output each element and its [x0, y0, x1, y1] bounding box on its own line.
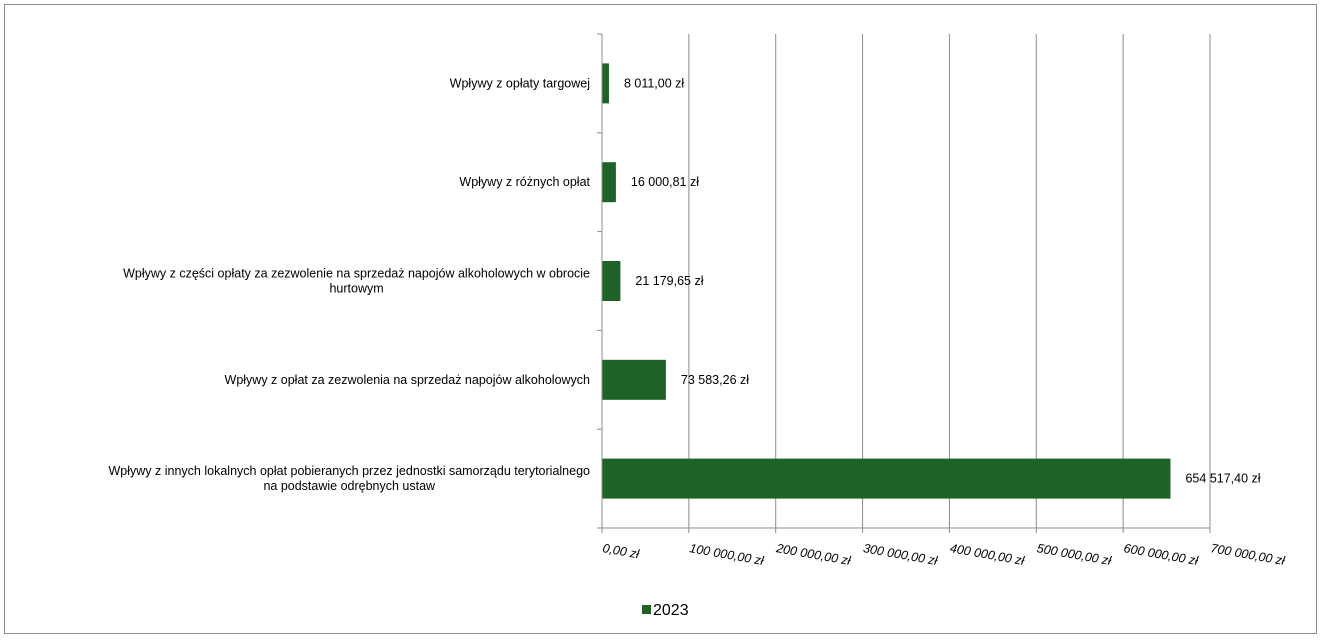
legend-swatch [642, 605, 651, 614]
x-tick-label: 300 000,00 zł [862, 541, 940, 568]
data-label: 8 011,00 zł [624, 76, 684, 90]
axes [597, 33, 1211, 533]
bar [602, 458, 1171, 499]
legend: 2023 [642, 602, 689, 619]
category-label: na podstawie odrębnych ustaw [263, 479, 436, 493]
bar [602, 162, 616, 203]
x-tick-label: 700 000,00 zł [1209, 541, 1287, 568]
x-tick-labels: 0,00 zł 100 000,00 zł 200 000,00 zł 300 000… [601, 541, 1287, 568]
bar-chart: Wpływy z opłaty targowej Wpływy z różnych… [109, 33, 1287, 619]
data-label: 73 583,26 zł [681, 373, 749, 387]
bars [602, 63, 1171, 499]
category-labels: Wpływy z opłaty targowej Wpływy z różnych… [109, 76, 591, 493]
data-label: 16 000,81 zł [631, 175, 699, 189]
gridlines [688, 34, 1211, 528]
category-label: Wpływy z części opłaty za zezwolenie na … [123, 267, 590, 281]
bar [602, 359, 666, 400]
data-label: 21 179,65 zł [635, 274, 703, 288]
bar [602, 63, 609, 104]
x-tick-label: 0,00 zł [601, 541, 641, 561]
x-tick-label: 400 000,00 zł [949, 541, 1027, 568]
x-tick-label: 200 000,00 zł [774, 541, 853, 568]
value-labels: 8 011,00 zł 16 000,81 zł 21 179,65 zł 73 58… [624, 76, 1261, 485]
x-tick-label: 100 000,00 zł [688, 541, 766, 568]
x-tick-label: 500 000,00 zł [1036, 541, 1114, 568]
category-label: Wpływy z opłaty targowej [450, 76, 590, 90]
bar [602, 261, 621, 301]
data-label: 654 517,40 zł [1185, 472, 1260, 486]
category-label: hurtowym [329, 282, 383, 296]
chart-frame: Wpływy z opłaty targowej Wpływy z różnych… [4, 4, 1317, 634]
legend-label: 2023 [653, 602, 689, 619]
category-label: Wpływy z opłat za zezwolenia na sprzedaż… [225, 373, 591, 387]
category-label: Wpływy z różnych opłat [459, 175, 590, 189]
x-tick-label: 600 000,00 zł [1123, 541, 1201, 568]
category-label: Wpływy z innych lokalnych opłat pobieran… [109, 464, 591, 478]
